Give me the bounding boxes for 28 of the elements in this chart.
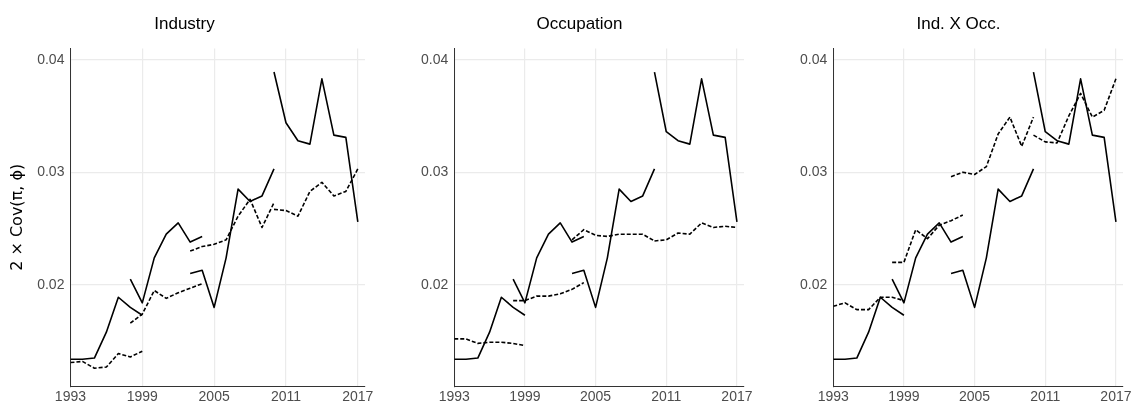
y-tick-label: 0.04 bbox=[800, 50, 828, 67]
chart-title: Industry bbox=[154, 13, 216, 33]
y-tick-label: 0.02 bbox=[800, 275, 828, 292]
x-tick-label: 1993 bbox=[438, 388, 471, 405]
y-tick-label: 0.02 bbox=[421, 275, 449, 292]
x-tick-label: 2011 bbox=[270, 388, 302, 405]
y-axis-title: 2 × Cov(π, ϕ) bbox=[6, 163, 26, 271]
x-tick-label: 1993 bbox=[817, 388, 850, 405]
x-tick-label: 1993 bbox=[54, 388, 87, 405]
chart-title: Ind. X Occ. bbox=[916, 13, 1001, 33]
y-tick-label: 0.04 bbox=[37, 50, 65, 67]
x-tick-label: 1999 bbox=[126, 388, 159, 405]
x-tick-label: 2005 bbox=[198, 388, 230, 405]
x-tick-label: 2005 bbox=[959, 388, 991, 405]
y-tick-label: 0.03 bbox=[421, 163, 449, 180]
y-tick-label: 0.04 bbox=[421, 50, 449, 67]
y-tick-label: 0.02 bbox=[37, 275, 65, 292]
y-tick-label: 0.03 bbox=[800, 163, 828, 180]
x-tick-label: 2017 bbox=[721, 388, 753, 405]
x-tick-label: 2011 bbox=[651, 388, 682, 405]
y-tick-label: 0.03 bbox=[37, 163, 65, 180]
chart-title: Occupation bbox=[536, 13, 623, 33]
x-tick-label: 1999 bbox=[888, 388, 920, 405]
x-tick-label: 2017 bbox=[1100, 388, 1132, 405]
x-tick-label: 1999 bbox=[509, 388, 541, 405]
x-tick-label: 2011 bbox=[1030, 388, 1061, 405]
x-tick-label: 2005 bbox=[580, 388, 612, 405]
x-tick-label: 2017 bbox=[342, 388, 374, 405]
